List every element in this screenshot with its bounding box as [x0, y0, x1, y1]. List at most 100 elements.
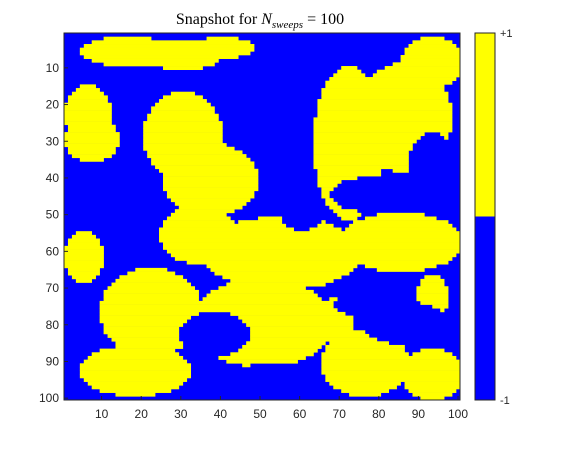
- heatmap-cell: [99, 311, 199, 316]
- heatmap-cell: [440, 308, 445, 313]
- heatmap-cell: [147, 154, 247, 159]
- heatmap-cell: [317, 106, 453, 111]
- heatmap-cell: [206, 264, 358, 269]
- heatmap-cell: [103, 322, 184, 327]
- heatmap-cell: [115, 341, 184, 346]
- heatmap-cell: [174, 209, 235, 214]
- heatmap-cell: [325, 377, 461, 382]
- heatmap-cell: [364, 264, 437, 269]
- heatmap-cell: [313, 121, 453, 126]
- colorbar-top-label: +1: [500, 28, 513, 40]
- heatmap-cell: [246, 322, 354, 327]
- heatmap-cell: [420, 348, 445, 353]
- heatmap-cell: [115, 392, 156, 397]
- heatmap-cell: [210, 267, 354, 272]
- heatmap-cell: [440, 132, 449, 137]
- heatmap-cell: [151, 106, 215, 111]
- y-tick-label: 30: [46, 134, 60, 148]
- heatmap-cell: [226, 359, 298, 364]
- heatmap-cell: [313, 157, 409, 162]
- heatmap-cell: [170, 91, 195, 96]
- colorbar-band: [475, 216, 495, 400]
- heatmap-cell: [163, 242, 461, 247]
- y-tick-label: 10: [46, 61, 60, 75]
- x-axis: 10 20 30 40 50 60 70 80 90 100: [95, 396, 468, 421]
- heatmap-cell: [404, 381, 461, 386]
- heatmap-cell: [341, 388, 390, 393]
- heatmap-cell: [67, 271, 100, 276]
- y-tick-label: 100: [39, 391, 59, 405]
- heatmap-cell: [349, 392, 382, 397]
- x-tick-label: 70: [333, 407, 347, 421]
- heatmap-cell: [79, 370, 192, 375]
- heatmap-cell: [408, 44, 457, 48]
- heatmap-cell: [166, 190, 255, 195]
- heatmap-cell: [91, 385, 180, 390]
- heatmap-cell: [87, 355, 184, 360]
- heatmap-cell: [313, 117, 453, 122]
- heatmap-cell: [159, 227, 294, 232]
- heatmap-cell: [64, 106, 112, 111]
- heatmap-cell: [376, 69, 461, 74]
- heatmap-cell: [404, 385, 461, 390]
- heatmap-cell: [103, 293, 199, 298]
- heatmap-cell: [218, 355, 306, 360]
- heatmap-cell: [420, 396, 445, 401]
- heatmap-cell: [155, 165, 255, 170]
- heatmap-cell: [163, 179, 259, 184]
- plot-frame: [63, 32, 461, 401]
- heatmap-cell: [174, 256, 453, 261]
- heatmap-cell: [155, 102, 211, 107]
- x-tick-label: 90: [412, 407, 426, 421]
- heatmap-cell: [166, 249, 461, 254]
- heatmap-cell: [321, 220, 326, 225]
- heatmap-cell: [325, 348, 405, 353]
- heatmap-cell: [242, 319, 354, 324]
- heatmap-cell: [64, 132, 120, 137]
- heatmap-cell: [313, 165, 409, 170]
- heatmap-cell: [206, 36, 239, 41]
- heatmap-cell: [159, 231, 461, 236]
- y-tick-label: 50: [46, 208, 60, 222]
- heatmap-cell: [143, 135, 223, 140]
- chart-title-prefix: Snapshot for: [176, 11, 261, 28]
- x-tick-label: 80: [372, 407, 386, 421]
- heatmap-cell: [151, 157, 251, 162]
- heatmap-cell: [238, 220, 283, 225]
- x-tick-label: 30: [174, 407, 188, 421]
- heatmap-cell: [75, 231, 93, 236]
- heatmap-cell: [242, 344, 322, 349]
- heatmap-cell: [313, 128, 453, 133]
- heatmap-cell: [159, 168, 259, 173]
- heatmap-cell: [341, 66, 358, 70]
- heatmap-cell: [376, 267, 425, 272]
- heatmap-cell: [163, 172, 259, 177]
- heatmap-cell: [67, 128, 116, 133]
- heatmap-cell: [345, 227, 457, 232]
- heatmap-cell: [87, 381, 184, 386]
- heatmap-cell: [364, 216, 437, 221]
- heatmap-cell: [143, 124, 223, 129]
- heatmap-cell: [250, 330, 366, 335]
- heatmap-cell: [230, 311, 346, 316]
- heatmap-cell: [392, 168, 409, 173]
- heatmap-cell: [83, 44, 255, 48]
- heatmap-cell: [313, 154, 409, 159]
- heatmap-cell: [64, 139, 120, 144]
- heatmap-cell: [91, 40, 251, 45]
- y-tick-label: 70: [46, 281, 60, 295]
- heatmap-cell: [230, 278, 334, 283]
- heatmap-cell: [143, 146, 235, 151]
- heatmap-cell: [64, 113, 112, 118]
- heatmap-cell: [317, 113, 453, 118]
- heatmap-cell: [250, 326, 354, 331]
- heatmap-cell: [325, 344, 405, 349]
- heatmap-cell: [67, 238, 100, 243]
- y-tick-label: 90: [46, 354, 60, 368]
- x-tick-label: 10: [95, 407, 109, 421]
- heatmap-cell: [242, 363, 251, 368]
- heatmap-cell: [64, 143, 120, 148]
- heatmap-cell: [64, 264, 104, 269]
- heatmap-cell: [321, 352, 409, 357]
